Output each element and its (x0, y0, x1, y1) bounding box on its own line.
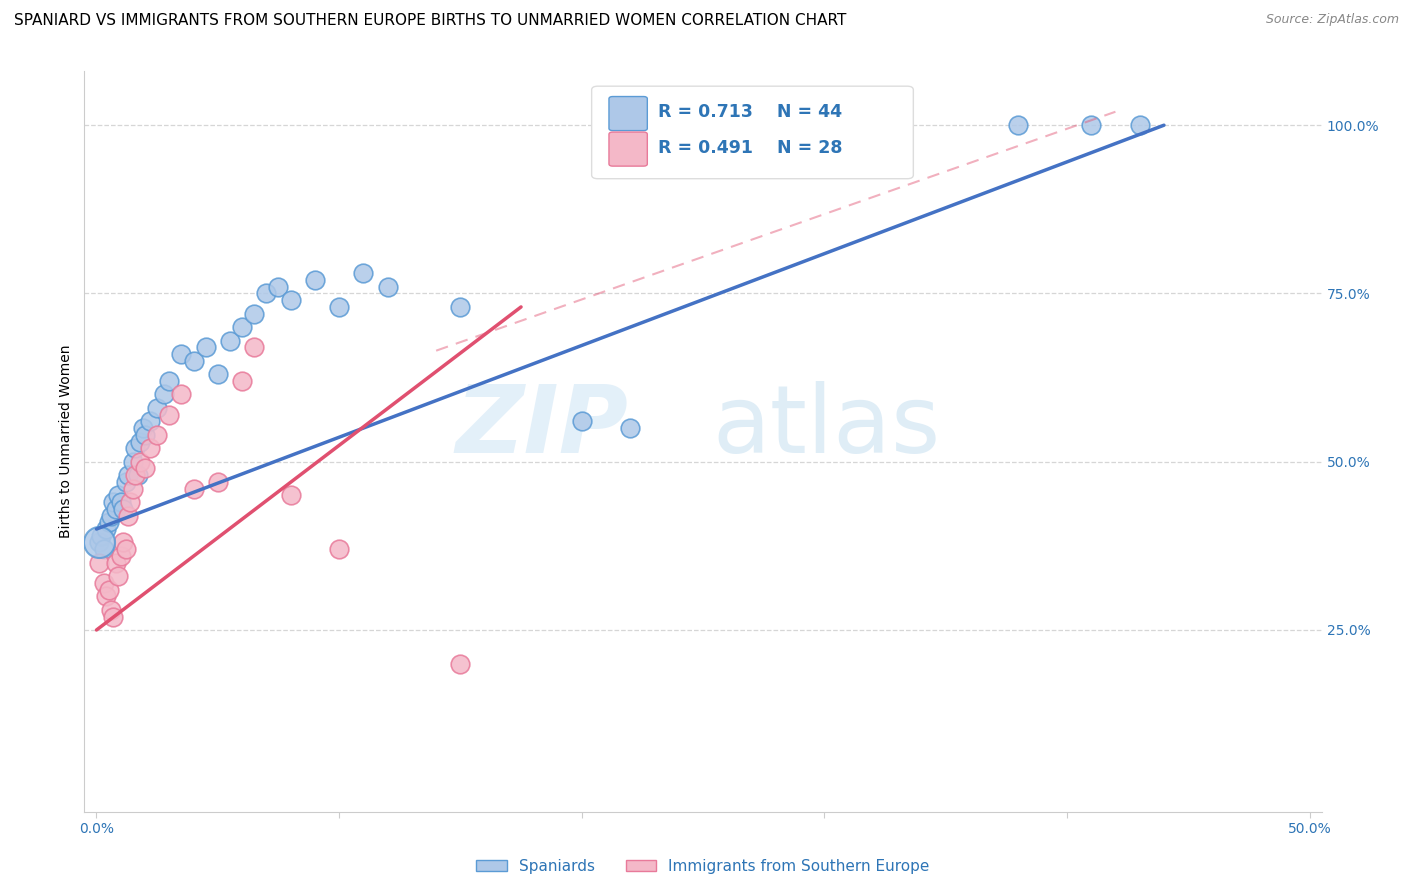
Text: ZIP: ZIP (456, 381, 628, 473)
Point (97, 516, 120, 530)
Legend: Spaniards, Immigrants from Southern Europe: Spaniards, Immigrants from Southern Euro… (470, 853, 936, 880)
Point (87, 535, 110, 549)
Point (1129, 118, 1152, 132)
Point (129, 434, 152, 449)
Point (129, 455, 152, 469)
Point (231, 374, 253, 388)
Point (1080, 118, 1102, 132)
Point (104, 501, 127, 516)
Point (280, 293, 302, 308)
Point (449, 657, 471, 671)
Point (87, 556, 110, 570)
Point (183, 482, 205, 496)
Point (96, 590, 118, 604)
Point (146, 401, 169, 415)
Point (146, 427, 169, 442)
Point (183, 353, 205, 368)
Point (96, 522, 118, 536)
Point (377, 279, 399, 293)
Point (110, 495, 132, 509)
Point (114, 475, 136, 489)
Point (131, 421, 153, 435)
Point (243, 307, 266, 321)
Point (219, 334, 242, 348)
Point (207, 475, 229, 489)
Point (124, 468, 146, 483)
Point (449, 300, 471, 314)
Point (120, 495, 142, 509)
Point (571, 414, 593, 428)
Point (328, 542, 350, 557)
FancyBboxPatch shape (592, 87, 914, 178)
Point (112, 501, 135, 516)
Text: Source: ZipAtlas.com: Source: ZipAtlas.com (1265, 13, 1399, 27)
Point (153, 387, 176, 401)
Point (112, 535, 135, 549)
Point (93, 575, 115, 590)
Point (280, 488, 302, 502)
FancyBboxPatch shape (609, 96, 647, 130)
Point (267, 279, 290, 293)
Point (207, 368, 229, 382)
Point (194, 340, 217, 354)
Text: atlas: atlas (713, 381, 941, 473)
Text: R = 0.713    N = 44: R = 0.713 N = 44 (658, 103, 842, 121)
Point (107, 569, 129, 583)
Point (127, 468, 149, 483)
Point (157, 408, 180, 422)
Point (134, 461, 156, 475)
Point (886, 118, 908, 132)
Point (117, 508, 139, 523)
Text: R = 0.491    N = 28: R = 0.491 N = 28 (658, 138, 844, 157)
Point (87, 535, 110, 549)
Point (100, 508, 122, 523)
Point (122, 482, 145, 496)
Point (122, 455, 145, 469)
Point (352, 266, 374, 280)
Point (114, 542, 136, 557)
Point (170, 387, 193, 401)
Point (1007, 118, 1029, 132)
Point (117, 468, 139, 483)
Point (231, 320, 253, 334)
Point (104, 556, 127, 570)
Y-axis label: Births to Unmarried Women: Births to Unmarried Women (59, 345, 73, 538)
Point (93, 542, 115, 557)
Point (170, 347, 193, 361)
Point (328, 300, 350, 314)
Point (97, 582, 120, 597)
Point (139, 442, 162, 456)
Point (103, 609, 125, 624)
Point (139, 414, 162, 428)
Point (243, 340, 266, 354)
Text: SPANIARD VS IMMIGRANTS FROM SOUTHERN EUROPE BIRTHS TO UNMARRIED WOMEN CORRELATIO: SPANIARD VS IMMIGRANTS FROM SOUTHERN EUR… (14, 13, 846, 29)
Point (134, 427, 156, 442)
Point (254, 286, 277, 301)
Point (619, 421, 641, 435)
Point (100, 603, 122, 617)
Point (124, 442, 146, 456)
Point (107, 488, 129, 502)
Point (157, 374, 180, 388)
Point (103, 495, 125, 509)
Point (90, 529, 112, 543)
FancyBboxPatch shape (609, 132, 647, 166)
Point (110, 549, 132, 563)
Point (304, 273, 326, 287)
